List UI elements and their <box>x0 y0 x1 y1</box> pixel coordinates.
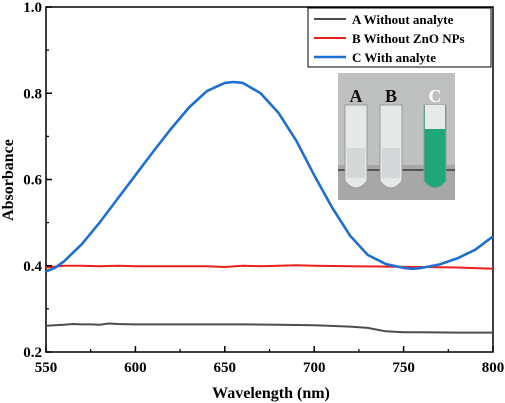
series-line-c <box>45 80 494 273</box>
y-tick-label: 0.2 <box>23 345 42 361</box>
y-tick-label: 0.8 <box>23 86 42 102</box>
series-line-b <box>45 264 494 270</box>
y-axis-label: Absorbance <box>0 139 17 221</box>
inset-photo: A B C <box>338 73 455 200</box>
tube-label-c: C <box>429 86 442 106</box>
series-line-a <box>45 322 493 334</box>
y-tick-label: 0.6 <box>23 173 42 189</box>
tube-liquid-b <box>382 148 400 178</box>
x-tick-label: 700 <box>303 360 326 376</box>
y-tick-label: 0.4 <box>23 259 42 275</box>
x-tick-label: 650 <box>214 360 237 376</box>
series-layer <box>45 80 494 334</box>
legend-label-b: B Without ZnO NPs <box>352 31 465 46</box>
tube-label-b: B <box>385 86 397 106</box>
x-tick-label: 550 <box>35 360 58 376</box>
x-tick-label: 800 <box>482 360 505 376</box>
legend-label-a: A Without analyte <box>352 12 454 27</box>
axis-ticks: 550 600 650 700 750 800 0.2 0.4 0.6 0.8 1.0 <box>23 0 504 376</box>
x-tick-label: 600 <box>124 360 147 376</box>
tube-label-a: A <box>350 86 363 106</box>
tube-cap-c <box>425 105 445 129</box>
x-tick-label: 750 <box>392 360 415 376</box>
legend: A Without analyte B Without ZnO NPs C With… <box>307 7 492 68</box>
tube-liquid-a <box>347 148 365 178</box>
y-tick-label: 1.0 <box>23 0 42 16</box>
legend-label-c: C With analyte <box>352 50 436 65</box>
x-axis-label: Wavelength (nm) <box>212 385 330 402</box>
